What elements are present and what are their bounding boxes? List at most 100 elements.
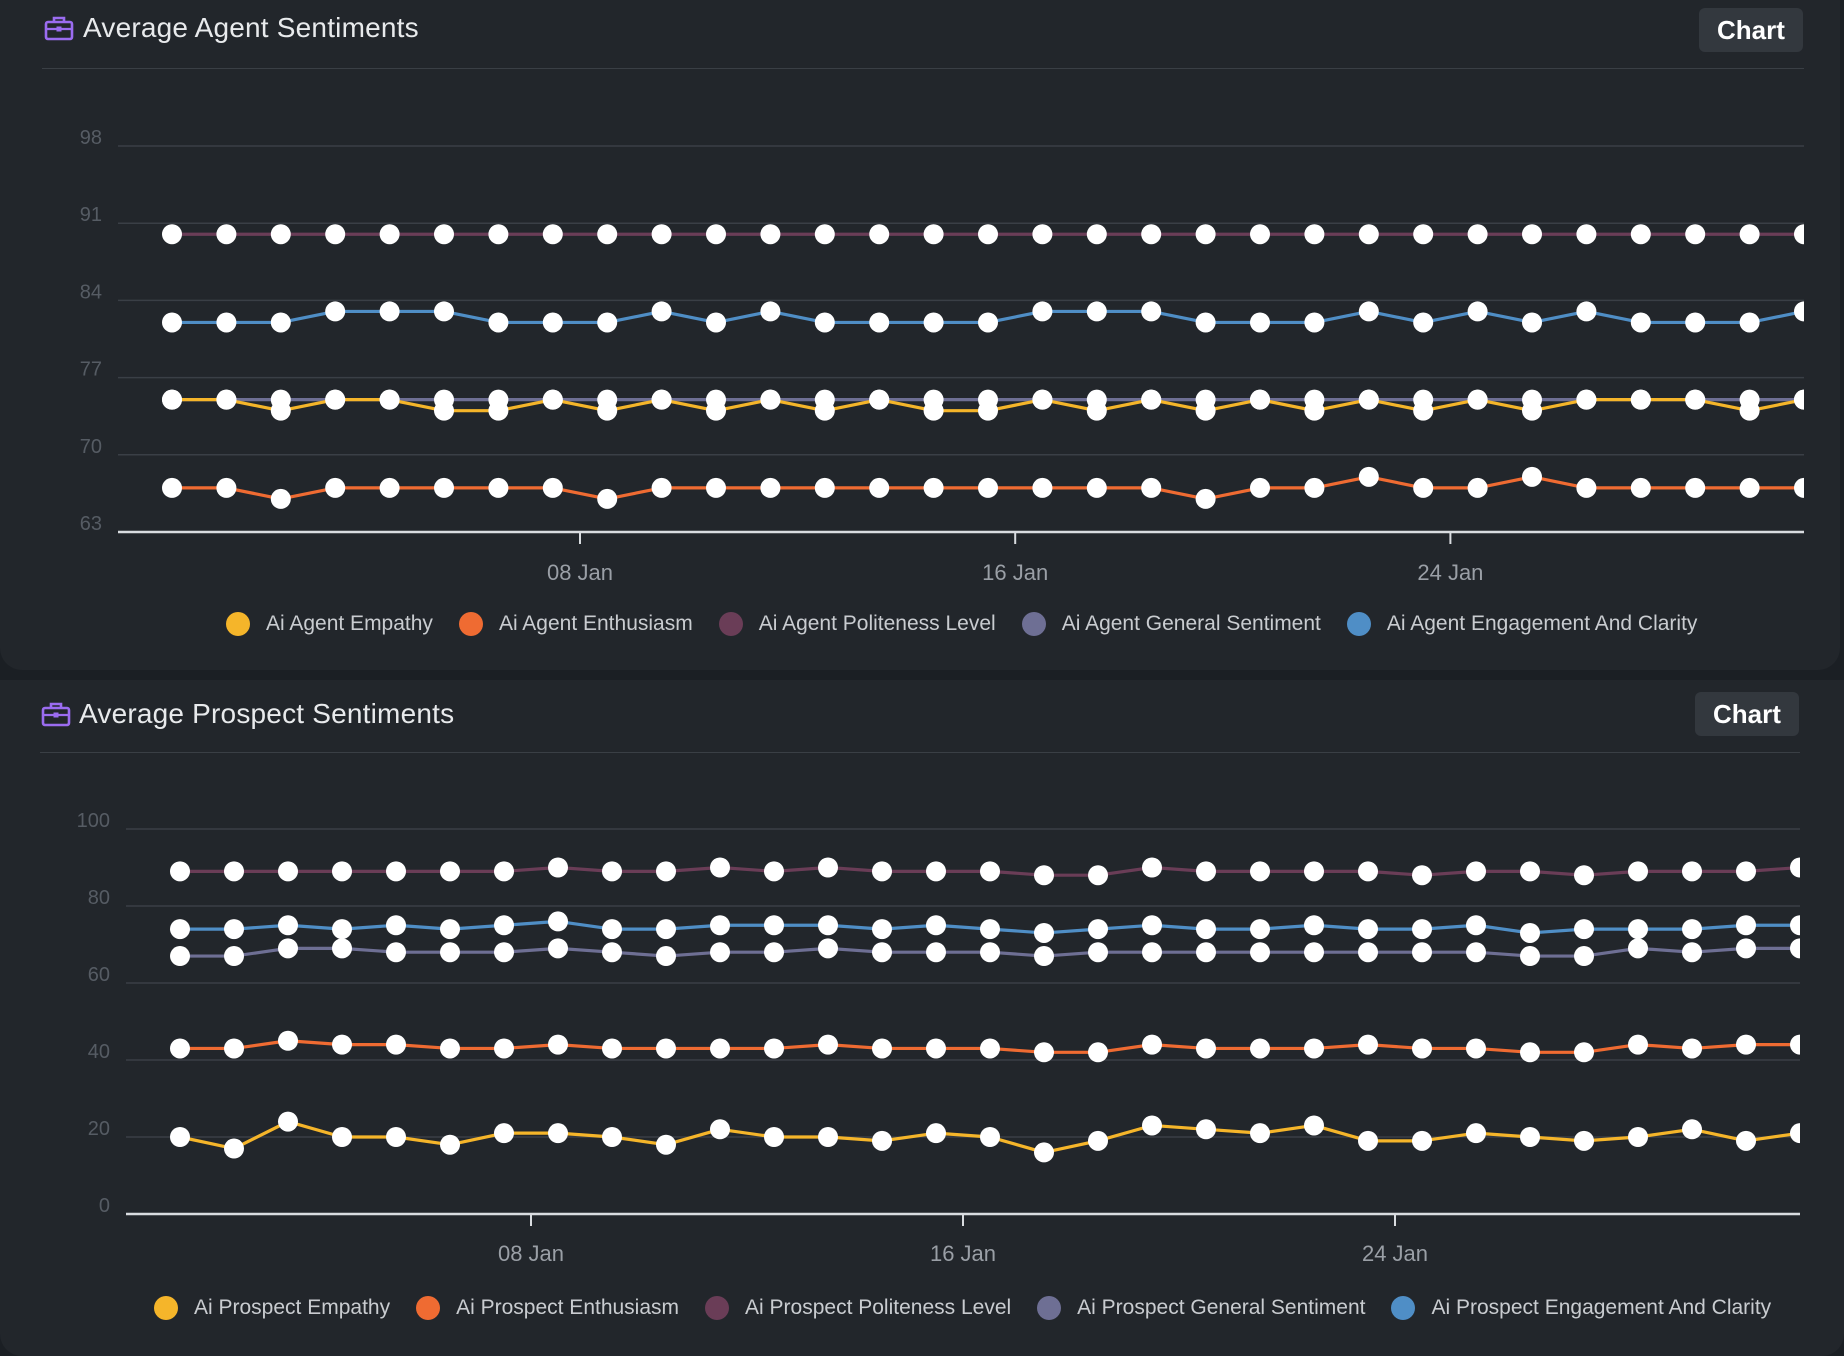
data-point bbox=[488, 312, 509, 333]
y-tick-label: 0 bbox=[99, 1195, 110, 1217]
data-point bbox=[1196, 1119, 1216, 1140]
data-point bbox=[602, 942, 622, 963]
data-point bbox=[1685, 389, 1706, 410]
data-point bbox=[1576, 477, 1597, 498]
data-point bbox=[1628, 919, 1648, 940]
data-point bbox=[1142, 857, 1162, 878]
chart-legend: Ai Agent Empathy Ai Agent Enthusiasm Ai Ag… bbox=[226, 612, 1723, 636]
data-point bbox=[926, 1123, 946, 1144]
data-point bbox=[278, 938, 298, 959]
data-point bbox=[1412, 865, 1432, 886]
data-point bbox=[440, 1038, 460, 1059]
header-divider bbox=[42, 68, 1804, 69]
data-point bbox=[1304, 861, 1324, 882]
data-point bbox=[488, 477, 509, 498]
data-point bbox=[1520, 946, 1540, 967]
data-point bbox=[379, 301, 400, 322]
legend-item[interactable]: Ai Agent General Sentiment bbox=[1021, 612, 1321, 636]
data-point bbox=[923, 312, 944, 333]
data-point bbox=[379, 477, 400, 498]
data-point bbox=[872, 861, 892, 882]
panel-header: Average Prospect Sentiments Chart bbox=[0, 680, 1844, 748]
legend-item[interactable]: Ai Prospect General Sentiment bbox=[1037, 1296, 1365, 1320]
legend-item[interactable]: Ai Prospect Engagement And Clarity bbox=[1391, 1296, 1771, 1320]
legend-item[interactable]: Ai Agent Empathy bbox=[226, 612, 433, 636]
legend-label: Ai Prospect General Sentiment bbox=[1077, 1296, 1366, 1319]
data-point bbox=[1413, 224, 1434, 245]
legend-item[interactable]: Ai Prospect Empathy bbox=[154, 1296, 390, 1320]
data-point bbox=[1790, 857, 1800, 878]
data-point bbox=[1195, 224, 1216, 245]
data-point bbox=[1196, 1038, 1216, 1059]
legend-swatch bbox=[1346, 612, 1371, 636]
legend-item[interactable]: Ai Agent Engagement And Clarity bbox=[1346, 612, 1697, 636]
data-point bbox=[597, 224, 618, 245]
data-point bbox=[548, 938, 568, 959]
data-point bbox=[818, 938, 838, 959]
data-point bbox=[1412, 942, 1432, 963]
data-point bbox=[1304, 224, 1325, 245]
data-point bbox=[1141, 389, 1162, 410]
x-tick-label: 08 Jan bbox=[547, 560, 613, 585]
data-point bbox=[710, 942, 730, 963]
data-point bbox=[656, 1038, 676, 1059]
chart-button[interactable]: Chart bbox=[1699, 8, 1803, 52]
y-tick-label: 63 bbox=[80, 513, 102, 535]
data-point bbox=[1034, 865, 1054, 886]
y-tick-label: 84 bbox=[80, 281, 102, 303]
data-point bbox=[1574, 865, 1594, 886]
data-point bbox=[1034, 1042, 1054, 1063]
data-point bbox=[170, 919, 190, 940]
data-point bbox=[710, 1119, 730, 1140]
data-point bbox=[980, 942, 1000, 963]
data-point bbox=[216, 477, 237, 498]
data-point bbox=[1467, 301, 1488, 322]
legend-item[interactable]: Ai Agent Politeness Level bbox=[718, 612, 996, 636]
data-point bbox=[814, 477, 835, 498]
data-point bbox=[818, 915, 838, 936]
series-group bbox=[162, 224, 1804, 509]
legend-item[interactable]: Ai Agent Enthusiasm bbox=[458, 612, 693, 636]
briefcase-icon bbox=[41, 702, 71, 727]
data-point bbox=[1142, 942, 1162, 963]
data-point bbox=[760, 389, 781, 410]
y-tick-label: 91 bbox=[80, 204, 102, 226]
data-point bbox=[1088, 919, 1108, 940]
data-point bbox=[270, 224, 291, 245]
data-point bbox=[651, 477, 672, 498]
data-point bbox=[1736, 861, 1756, 882]
legend-item[interactable]: Ai Prospect Politeness Level bbox=[705, 1296, 1011, 1320]
data-point bbox=[760, 477, 781, 498]
legend-swatch bbox=[1391, 1296, 1416, 1320]
data-point bbox=[926, 861, 946, 882]
data-point bbox=[1522, 466, 1542, 487]
data-point bbox=[1736, 1034, 1756, 1055]
data-point bbox=[764, 915, 784, 936]
data-point bbox=[332, 919, 352, 940]
data-point bbox=[1739, 477, 1760, 498]
chart-button[interactable]: Chart bbox=[1695, 692, 1799, 736]
data-point bbox=[1250, 919, 1270, 940]
data-point bbox=[379, 224, 400, 245]
data-point bbox=[325, 301, 346, 322]
data-point bbox=[548, 1034, 568, 1055]
data-point bbox=[1682, 942, 1702, 963]
data-point bbox=[1790, 915, 1800, 936]
legend-item[interactable]: Ai Prospect Enthusiasm bbox=[416, 1296, 679, 1320]
data-point bbox=[440, 1134, 460, 1155]
data-point bbox=[1304, 942, 1324, 963]
data-point bbox=[1088, 1042, 1108, 1063]
data-point bbox=[651, 301, 672, 322]
data-point bbox=[1141, 477, 1162, 498]
data-point bbox=[1682, 1038, 1702, 1059]
data-point bbox=[386, 861, 406, 882]
data-point bbox=[1250, 942, 1270, 963]
data-point bbox=[1195, 488, 1216, 509]
data-point bbox=[325, 389, 346, 410]
data-point bbox=[1685, 224, 1706, 245]
legend-label: Ai Prospect Politeness Level bbox=[745, 1296, 1012, 1319]
data-point bbox=[1467, 477, 1488, 498]
legend-label: Ai Prospect Enthusiasm bbox=[456, 1296, 680, 1319]
data-point bbox=[869, 389, 890, 410]
data-point bbox=[1736, 938, 1756, 959]
